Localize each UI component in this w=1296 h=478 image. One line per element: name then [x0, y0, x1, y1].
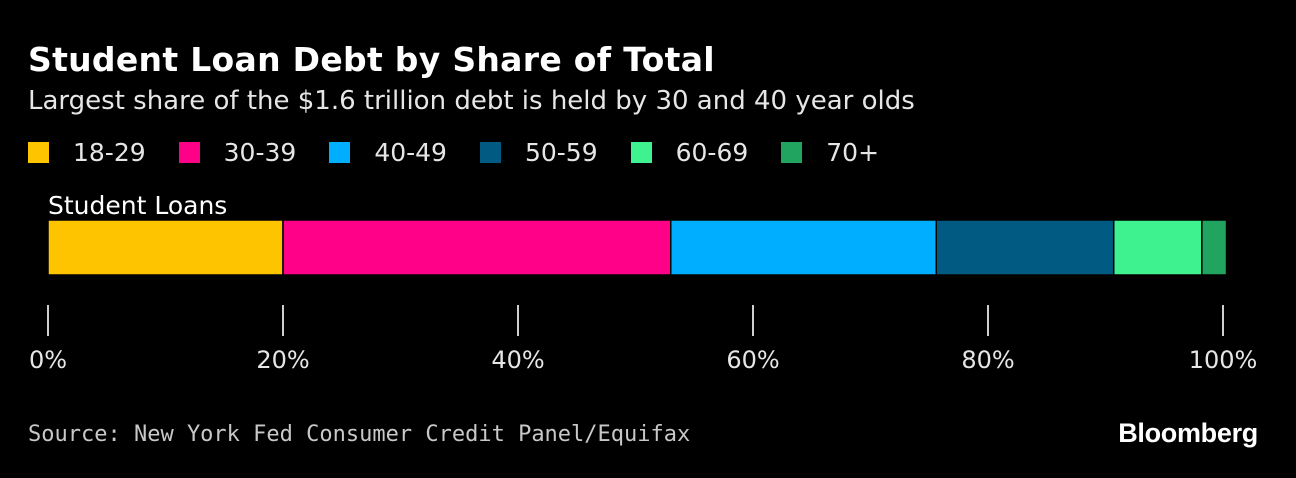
source-note: Source: New York Fed Consumer Credit Pan…	[28, 422, 691, 447]
legend-swatch	[329, 141, 351, 163]
legend-item-30-39: 30-39	[178, 137, 297, 167]
legend-swatch	[28, 141, 49, 163]
legend-item-70-plus: 70+	[781, 138, 879, 167]
legend-label: 50-59	[524, 137, 598, 167]
bar-segment-70-plus	[1201, 219, 1228, 276]
bar-segment-40-49	[670, 219, 938, 276]
legend-item-60-69: 60-69	[630, 137, 749, 167]
legend-swatch	[178, 141, 200, 163]
legend-swatch	[479, 141, 501, 163]
category-label: Student Loans	[48, 191, 227, 220]
legend-label: 18-29	[73, 137, 146, 167]
bar-segment-60-69	[1112, 219, 1203, 276]
legend-swatch	[630, 141, 652, 163]
legend-label: 30-39	[223, 137, 297, 167]
legend-label: 40-49	[374, 137, 447, 167]
chart-subtitle: Largest share of the $1.6 trillion debt …	[28, 86, 915, 116]
x-tick-label: 60%	[726, 346, 779, 374]
bar-segment-30-39	[282, 219, 672, 276]
legend-label: 70+	[826, 137, 880, 167]
legend-swatch	[781, 141, 803, 163]
legend-item-18-29: 18-29	[28, 138, 146, 167]
bar-segment-50-59	[935, 219, 1115, 276]
legend-item-40-49: 40-49	[329, 138, 447, 167]
x-tick-label: 20%	[256, 346, 309, 374]
bloomberg-logo: Bloomberg	[1118, 418, 1258, 448]
x-tick-label: 40%	[491, 346, 544, 374]
legend-label: 60-69	[675, 137, 749, 167]
chart-title: Student Loan Debt by Share of Total	[28, 40, 715, 79]
x-tick-label: 0%	[29, 346, 67, 374]
x-tick-label: 80%	[961, 346, 1014, 374]
bar-segment-18-29	[47, 219, 284, 276]
legend: 18-29 30-39 40-49 50-59 60-69 70+	[28, 137, 912, 167]
legend-item-50-59: 50-59	[479, 137, 598, 167]
x-tick-label: 100%	[1189, 346, 1258, 374]
